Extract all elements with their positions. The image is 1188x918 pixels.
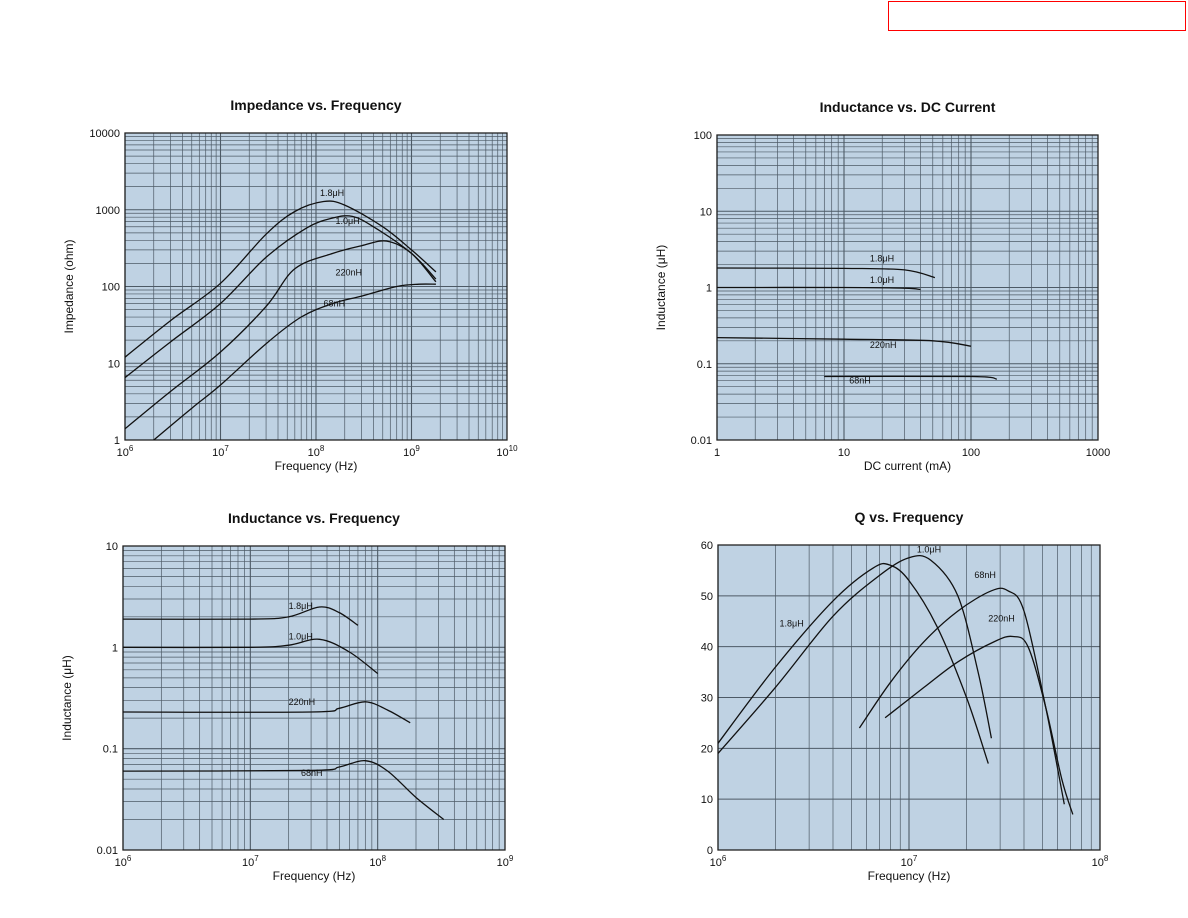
chart-title: Impedance vs. Frequency — [230, 97, 401, 113]
series-line-1-8-h — [125, 200, 437, 358]
series-label-68nh: 68nH — [849, 376, 871, 386]
plot-area — [123, 546, 505, 850]
series-label-220nh: 220nH — [289, 697, 316, 707]
x-tick-label: 10 — [838, 447, 850, 459]
y-tick-label: 0.01 — [97, 845, 118, 857]
y-tick-label: 0.1 — [697, 359, 712, 371]
series-label-1-0-h: 1.0μH — [289, 631, 313, 641]
series-line-220nh — [125, 240, 437, 430]
y-tick-label: 0.01 — [691, 435, 712, 447]
series-label-1-0-h: 1.0μH — [917, 545, 941, 555]
x-axis-label: DC current (mA) — [864, 459, 951, 473]
series-label-1-8-h: 1.8μH — [870, 253, 894, 263]
series-label-1-0-h: 1.0μH — [335, 216, 359, 226]
series-line-1-0-h — [717, 286, 921, 291]
y-axis-label: Impedance (ohm) — [62, 239, 76, 333]
series-line-68nh — [824, 375, 998, 380]
series-line-1-0-h — [125, 215, 437, 379]
x-tick-label: 106 — [115, 854, 132, 869]
y-tick-label: 0 — [707, 845, 713, 857]
y-tick-label: 30 — [701, 693, 713, 705]
x-tick-label: 106 — [117, 444, 134, 459]
series-label-220nh: 220nH — [988, 613, 1015, 623]
plot-frame — [124, 132, 508, 441]
red-outline-box — [888, 1, 1186, 31]
series-label-68nh: 68nH — [324, 298, 346, 308]
x-tick-label: 107 — [212, 444, 229, 459]
series-line-1-8-h — [718, 562, 989, 764]
y-tick-label: 20 — [701, 743, 713, 755]
series-label-1-0-h: 1.0μH — [870, 275, 894, 285]
y-axis-label: Inductance (μH) — [654, 245, 668, 331]
series-line-220nh — [884, 635, 1074, 815]
series-label-220nh: 220nH — [335, 267, 362, 277]
chart-title: Inductance vs. Frequency — [228, 510, 400, 526]
x-tick-label: 100 — [962, 447, 980, 459]
x-tick-label: 108 — [369, 854, 386, 869]
series-line-1-8-h — [717, 267, 936, 279]
series-label-68nh: 68nH — [974, 570, 996, 580]
y-tick-label: 1 — [706, 283, 712, 295]
chart-title: Q vs. Frequency — [855, 509, 964, 525]
y-tick-label: 50 — [701, 591, 713, 603]
series-label-1-8-h: 1.8μH — [289, 601, 313, 611]
y-tick-label: 1000 — [96, 205, 120, 217]
x-tick-label: 107 — [901, 854, 918, 869]
y-tick-label: 10 — [106, 541, 118, 553]
grid — [122, 546, 505, 851]
x-tick-label: 108 — [308, 444, 325, 459]
y-tick-label: 10 — [108, 358, 120, 370]
series-label-1-8-h: 1.8μH — [780, 618, 804, 628]
y-tick-label: 10 — [701, 794, 713, 806]
series-label-1-8-h: 1.8μH — [320, 188, 344, 198]
x-tick-label: 1 — [714, 447, 720, 459]
x-axis-label: Frequency (Hz) — [868, 869, 951, 883]
plot-frame — [717, 544, 1101, 851]
series-line-1-0-h — [123, 638, 379, 675]
y-tick-label: 10 — [700, 206, 712, 218]
x-axis-label: Frequency (Hz) — [275, 459, 358, 473]
y-tick-label: 60 — [701, 540, 713, 552]
chart-title: Inductance vs. DC Current — [820, 99, 996, 115]
series-line-68nh — [153, 283, 436, 440]
x-tick-label: 1000 — [1086, 447, 1110, 459]
series-line-1-8-h — [123, 606, 359, 626]
y-axis-label: Inductance (μH) — [60, 655, 74, 741]
series-line-220nh — [123, 701, 411, 724]
y-tick-label: 10000 — [89, 128, 120, 140]
x-tick-label: 108 — [1092, 854, 1109, 869]
series-line-68nh — [123, 760, 445, 821]
grid — [124, 133, 507, 441]
y-tick-label: 100 — [102, 282, 120, 294]
series-label-220nh: 220nH — [870, 340, 897, 350]
x-tick-label: 109 — [403, 444, 420, 459]
series-line-220nh — [717, 336, 972, 347]
inductance-vs-frequency-chart: Inductance vs. Frequency 106 107 108 109 0.01… — [60, 510, 514, 883]
x-tick-label: 1010 — [496, 444, 518, 459]
y-tick-label: 40 — [701, 642, 713, 654]
series-label-68nh: 68nH — [301, 768, 323, 778]
q-vs-frequency-chart: Q vs. Frequency 106 107 108 0 10 20 30 40 50 60 Fre… — [701, 509, 1109, 883]
x-tick-label: 109 — [497, 854, 514, 869]
y-tick-label: 100 — [694, 130, 712, 142]
y-tick-label: 1 — [114, 435, 120, 447]
y-tick-label: 0.1 — [103, 744, 118, 756]
inductance-vs-dc-current-chart: Inductance vs. DC Current 1 10 100 1000 0.01 0… — [654, 99, 1110, 473]
x-tick-label: 107 — [242, 854, 259, 869]
x-tick-label: 106 — [710, 854, 727, 869]
y-tick-label: 1 — [112, 642, 118, 654]
plot-frame — [122, 545, 506, 851]
x-axis-label: Frequency (Hz) — [273, 869, 356, 883]
